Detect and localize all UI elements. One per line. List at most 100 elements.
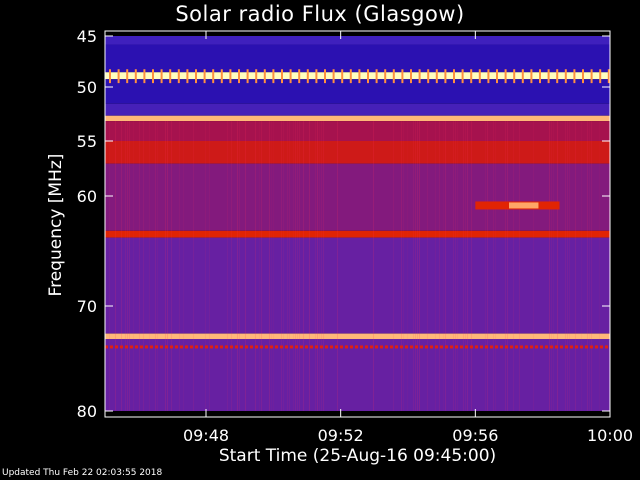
noise-streak xyxy=(255,121,256,411)
interference-spike xyxy=(573,69,576,84)
noise-streak xyxy=(227,121,228,411)
interference-dash xyxy=(185,345,188,349)
noise-streak xyxy=(435,121,436,411)
interference-spike xyxy=(126,69,129,84)
interference-dash xyxy=(115,345,118,349)
noise-streak xyxy=(471,121,472,411)
interference-spike xyxy=(298,69,301,84)
interference-dash xyxy=(145,345,148,349)
interference-spike xyxy=(564,69,567,84)
x-tick-label: 10:00 xyxy=(587,426,633,445)
interference-spike xyxy=(341,69,344,84)
noise-streak xyxy=(303,121,304,411)
y-tick-label: 60 xyxy=(77,187,97,206)
interference-spike xyxy=(281,69,283,84)
interference-dash xyxy=(425,345,428,349)
interference-spike xyxy=(160,69,163,84)
y-tick-label: 45 xyxy=(77,27,97,46)
noise-streak xyxy=(403,121,404,411)
noise-streak xyxy=(567,121,568,411)
interference-dash xyxy=(590,345,593,349)
noise-streak xyxy=(165,121,166,411)
interference-dash xyxy=(380,345,383,349)
interference-spike xyxy=(306,69,309,84)
frequency-band xyxy=(105,163,610,231)
interference-spike xyxy=(332,69,335,84)
interference-dash xyxy=(575,345,578,349)
noise-streak xyxy=(393,121,394,411)
plot-area xyxy=(105,31,610,417)
noise-streak xyxy=(589,121,590,411)
interference-dash xyxy=(285,345,288,349)
interference-spike xyxy=(212,69,215,84)
noise-streak xyxy=(439,121,440,411)
interference-dash xyxy=(370,345,373,349)
noise-streak xyxy=(309,121,310,411)
interference-dash xyxy=(160,345,163,349)
noise-streak xyxy=(485,121,486,411)
interference-dash xyxy=(375,345,378,349)
frequency-band xyxy=(105,121,610,141)
noise-streak xyxy=(513,121,514,411)
interference-dash xyxy=(105,345,108,349)
interference-dash xyxy=(460,345,463,349)
interference-dash xyxy=(485,345,488,349)
interference-dash xyxy=(475,345,478,349)
interference-dash xyxy=(605,345,608,349)
interference-spike xyxy=(444,69,447,84)
interference-spike xyxy=(470,69,473,84)
interference-dash xyxy=(445,345,448,349)
noise-streak xyxy=(155,121,156,411)
noise-streak xyxy=(149,121,150,411)
interference-dash xyxy=(365,345,368,349)
interference-spike xyxy=(504,69,507,84)
noise-streak xyxy=(549,121,550,411)
noise-streak xyxy=(299,121,300,411)
interference-spike xyxy=(384,69,387,84)
noise-streak xyxy=(269,121,270,411)
noise-streak xyxy=(553,121,554,411)
interference-dash xyxy=(435,345,438,349)
noise-streak xyxy=(533,121,534,411)
noise-streak xyxy=(231,121,232,411)
interference-dash xyxy=(135,345,138,349)
interference-dash xyxy=(140,345,143,349)
frequency-band xyxy=(105,141,610,164)
noise-streak xyxy=(337,121,338,411)
interference-dash xyxy=(585,345,588,349)
noise-streak xyxy=(127,121,128,411)
noise-streak xyxy=(287,121,288,411)
interference-dash xyxy=(405,345,408,349)
interference-spike xyxy=(203,69,206,84)
noise-streak xyxy=(171,121,172,411)
interference-dash xyxy=(260,345,263,349)
interference-dash xyxy=(195,345,198,349)
interference-dash xyxy=(205,345,208,349)
noise-streak xyxy=(297,121,298,411)
interference-spike xyxy=(134,69,137,84)
interference-dash xyxy=(120,345,123,349)
interference-spike xyxy=(289,69,292,84)
interference-dash xyxy=(360,345,363,349)
interference-dash xyxy=(150,345,153,349)
interference-dash xyxy=(550,345,553,349)
noise-streak xyxy=(505,121,506,411)
interference-dash xyxy=(520,345,523,349)
interference-dash xyxy=(230,345,233,349)
interference-dash xyxy=(515,345,518,349)
interference-spike xyxy=(582,69,584,84)
interference-dash xyxy=(570,345,573,349)
noise-streak xyxy=(465,121,466,411)
noise-streak xyxy=(427,121,428,411)
noise-streak xyxy=(193,121,194,411)
interference-spike xyxy=(418,69,421,84)
noise-streak xyxy=(591,121,592,411)
noise-streak xyxy=(115,121,116,411)
interference-dash xyxy=(180,345,183,349)
noise-streak xyxy=(463,121,464,411)
noise-streak xyxy=(239,121,240,411)
interference-spike xyxy=(109,69,111,84)
interference-dash xyxy=(245,345,248,349)
interference-spike xyxy=(358,69,361,84)
noise-streak xyxy=(565,121,566,411)
